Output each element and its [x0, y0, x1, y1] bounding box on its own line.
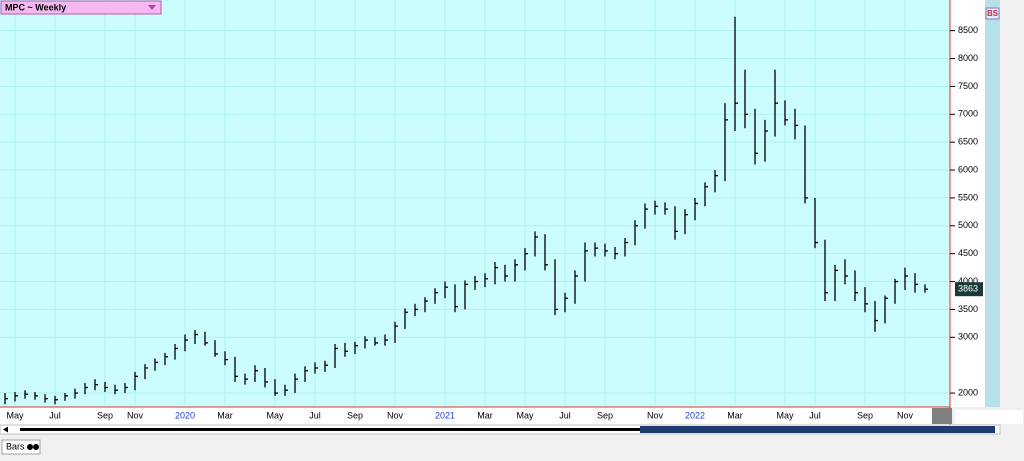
x-tick-label: May	[6, 410, 24, 420]
axis-area	[950, 0, 985, 407]
zoom-buttons[interactable]	[955, 410, 1023, 424]
y-tick-label: 6500	[958, 137, 978, 147]
side-strip	[985, 0, 1000, 407]
badge: BS	[987, 9, 999, 18]
bars-button[interactable]	[1, 439, 41, 455]
x-tick-label: Nov	[127, 410, 144, 420]
scroll-thumb[interactable]	[640, 426, 995, 433]
x-tick-label: Mar	[727, 410, 743, 420]
x-tick-label: Sep	[597, 410, 613, 420]
x-tick-label: 2020	[175, 410, 195, 420]
y-tick-label: 8500	[958, 25, 978, 35]
x-tick-label: Jul	[559, 410, 571, 420]
x-tick-label: Mar	[217, 410, 233, 420]
corner-box	[932, 408, 952, 424]
y-tick-label: 5500	[958, 192, 978, 202]
x-tick-label: Nov	[647, 410, 664, 420]
scroll-track	[20, 428, 995, 431]
x-tick-label: Jul	[49, 410, 61, 420]
x-tick-label: Sep	[857, 410, 873, 420]
x-tick-label: May	[266, 410, 284, 420]
x-tick-label: Jul	[309, 410, 321, 420]
badge-box[interactable]	[985, 7, 1000, 20]
scroll-left[interactable]	[3, 426, 8, 433]
bars	[4, 16, 928, 405]
title-box[interactable]	[0, 0, 162, 15]
toolbar-label: Bars	[6, 441, 25, 451]
x-tick-label: May	[516, 410, 534, 420]
x-tick-label: 2021	[435, 410, 455, 420]
x-tick-label: Sep	[347, 410, 363, 420]
x-tick-label: Nov	[897, 410, 914, 420]
last-price-label: 3863	[958, 284, 978, 294]
x-tick-label: Sep	[97, 410, 113, 420]
plot-area	[0, 0, 950, 407]
y-tick-label: 8000	[958, 53, 978, 63]
y-tick-label: 2000	[958, 387, 978, 397]
last-price-box	[955, 282, 983, 297]
y-tick-label: 4500	[958, 248, 978, 258]
toolbar-icon	[33, 444, 39, 450]
y-tick-label: 3500	[958, 304, 978, 314]
x-tick-label: May	[776, 410, 794, 420]
toolbar	[0, 438, 1024, 456]
y-tick-label: 7500	[958, 81, 978, 91]
chart-title: MPC ~ Weekly	[5, 2, 66, 12]
y-tick-label: 4000	[958, 276, 978, 286]
y-tick-label: 6000	[958, 164, 978, 174]
x-tick-label: 2022	[685, 410, 705, 420]
x-tick-label: Mar	[477, 410, 493, 420]
x-tick-label: Nov	[387, 410, 404, 420]
x-axis-area	[0, 407, 950, 425]
dropdown-arrow[interactable]	[148, 5, 156, 10]
y-tick-label: 7000	[958, 109, 978, 119]
y-tick-label: 3000	[958, 332, 978, 342]
toolbar-icon	[27, 444, 33, 450]
x-tick-label: Jul	[809, 410, 821, 420]
y-tick-label: 5000	[958, 220, 978, 230]
